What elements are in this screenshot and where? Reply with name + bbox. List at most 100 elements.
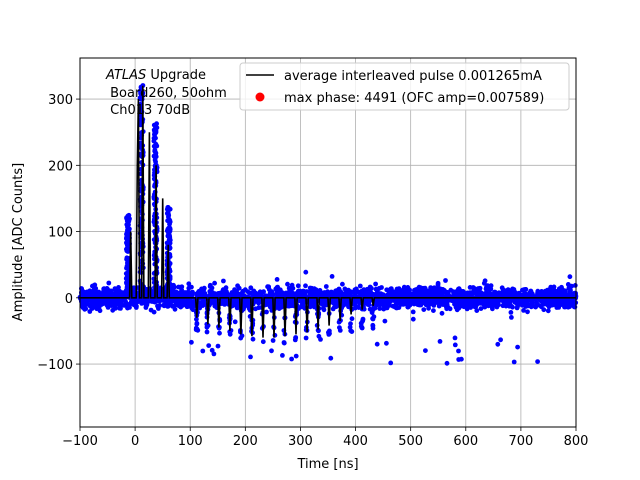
scatter-point bbox=[438, 297, 443, 303]
scatter-point bbox=[561, 293, 567, 298]
scatter-point bbox=[543, 288, 548, 294]
annotation-line1: ATLAS Upgrade bbox=[105, 68, 206, 83]
scatter-point bbox=[194, 316, 199, 322]
scatter-point bbox=[343, 290, 349, 296]
scatter-point bbox=[367, 290, 373, 296]
scatter-point bbox=[281, 340, 287, 346]
scatter-point bbox=[318, 337, 323, 342]
scatter-point bbox=[285, 281, 290, 287]
scatter-point bbox=[431, 308, 436, 313]
scatter-point bbox=[190, 307, 196, 313]
scatter-point bbox=[551, 284, 557, 290]
scatter-point bbox=[462, 291, 468, 296]
scatter-point bbox=[111, 300, 117, 306]
scatter-point bbox=[207, 282, 213, 288]
scatter-point bbox=[232, 287, 238, 292]
scatter-point bbox=[221, 278, 226, 284]
scatter-point bbox=[495, 341, 501, 347]
scatter-point bbox=[449, 298, 455, 303]
scatter-point bbox=[245, 289, 251, 295]
x-axis-label: Time [ns] bbox=[296, 457, 358, 472]
x-tick-label: 0 bbox=[131, 434, 139, 449]
x-tick-label: 100 bbox=[178, 434, 203, 449]
scatter-point bbox=[473, 302, 479, 308]
scatter-point bbox=[274, 277, 280, 282]
scatter-point bbox=[94, 306, 100, 312]
scatter-point bbox=[248, 354, 253, 360]
scatter-point bbox=[523, 287, 529, 292]
scatter-point bbox=[349, 329, 355, 334]
scatter-point bbox=[103, 292, 108, 297]
scatter-point bbox=[127, 305, 132, 310]
annotation-upgrade: Upgrade bbox=[146, 68, 206, 83]
scatter-point bbox=[450, 289, 456, 294]
scatter-point bbox=[312, 287, 318, 293]
scatter-point bbox=[141, 298, 147, 304]
scatter-point bbox=[131, 285, 137, 291]
scatter-point bbox=[232, 319, 238, 325]
scatter-point bbox=[167, 221, 172, 227]
scatter-point bbox=[568, 299, 573, 304]
scatter-point bbox=[189, 284, 194, 290]
scatter-point bbox=[444, 305, 450, 311]
scatter-point bbox=[176, 297, 181, 303]
line-series bbox=[80, 85, 576, 338]
scatter-point bbox=[167, 227, 173, 232]
scatter-point bbox=[134, 303, 139, 309]
scatter-point bbox=[118, 299, 124, 305]
scatter-point bbox=[135, 299, 141, 304]
scatter-point bbox=[528, 292, 534, 298]
scatter-point bbox=[439, 310, 445, 316]
scatter-point bbox=[554, 297, 560, 303]
scatter-point bbox=[104, 302, 110, 308]
scatter-point bbox=[463, 299, 469, 305]
scatter-point bbox=[339, 290, 345, 296]
scatter-point bbox=[210, 300, 216, 305]
scatter-point bbox=[554, 290, 560, 296]
scatter-point bbox=[323, 284, 329, 289]
scatter-point bbox=[547, 290, 553, 296]
scatter-point bbox=[193, 325, 199, 331]
scatter-point bbox=[189, 339, 194, 345]
scatter-point bbox=[117, 303, 122, 309]
scatter-point bbox=[435, 280, 441, 286]
scatter-point bbox=[463, 303, 469, 309]
scatter-point bbox=[515, 304, 520, 310]
scatter-point bbox=[521, 308, 526, 313]
scatter-point bbox=[117, 288, 122, 294]
scatter-point bbox=[484, 285, 489, 290]
scatter-point bbox=[367, 284, 373, 290]
scatter-point bbox=[502, 299, 508, 304]
scatter-point bbox=[104, 297, 110, 303]
scatter-point bbox=[478, 301, 484, 306]
scatter-point bbox=[423, 348, 428, 353]
scatter-point bbox=[569, 283, 574, 289]
scatter-point bbox=[185, 304, 191, 309]
scatter-point bbox=[297, 290, 303, 296]
scatter-point bbox=[293, 353, 299, 359]
scatter-point bbox=[276, 306, 282, 311]
scatter-point bbox=[289, 290, 295, 295]
annotation: ATLAS Upgrade Board260, 50ohm Ch013 70dB bbox=[105, 68, 227, 118]
scatter-point bbox=[369, 310, 375, 315]
scatter-point bbox=[182, 290, 188, 296]
scatter-point bbox=[421, 307, 427, 312]
scatter-point bbox=[97, 297, 103, 303]
y-tick-label: −100 bbox=[37, 358, 73, 373]
scatter-point bbox=[101, 288, 107, 293]
scatter-point bbox=[489, 302, 494, 307]
scatter-point bbox=[428, 285, 434, 290]
scatter-point bbox=[194, 321, 200, 327]
scatter-point bbox=[571, 304, 577, 310]
scatter-point bbox=[453, 304, 459, 310]
scatter-point bbox=[478, 290, 483, 296]
scatter-point bbox=[370, 325, 376, 331]
scatter-point bbox=[238, 335, 244, 341]
scatter-point bbox=[373, 286, 379, 292]
scatter-point bbox=[477, 285, 483, 291]
scatter-point bbox=[443, 289, 449, 295]
scatter-point bbox=[437, 339, 443, 344]
scatter-point bbox=[92, 282, 98, 288]
scatter-point bbox=[232, 292, 237, 298]
scatter-point bbox=[467, 290, 473, 295]
